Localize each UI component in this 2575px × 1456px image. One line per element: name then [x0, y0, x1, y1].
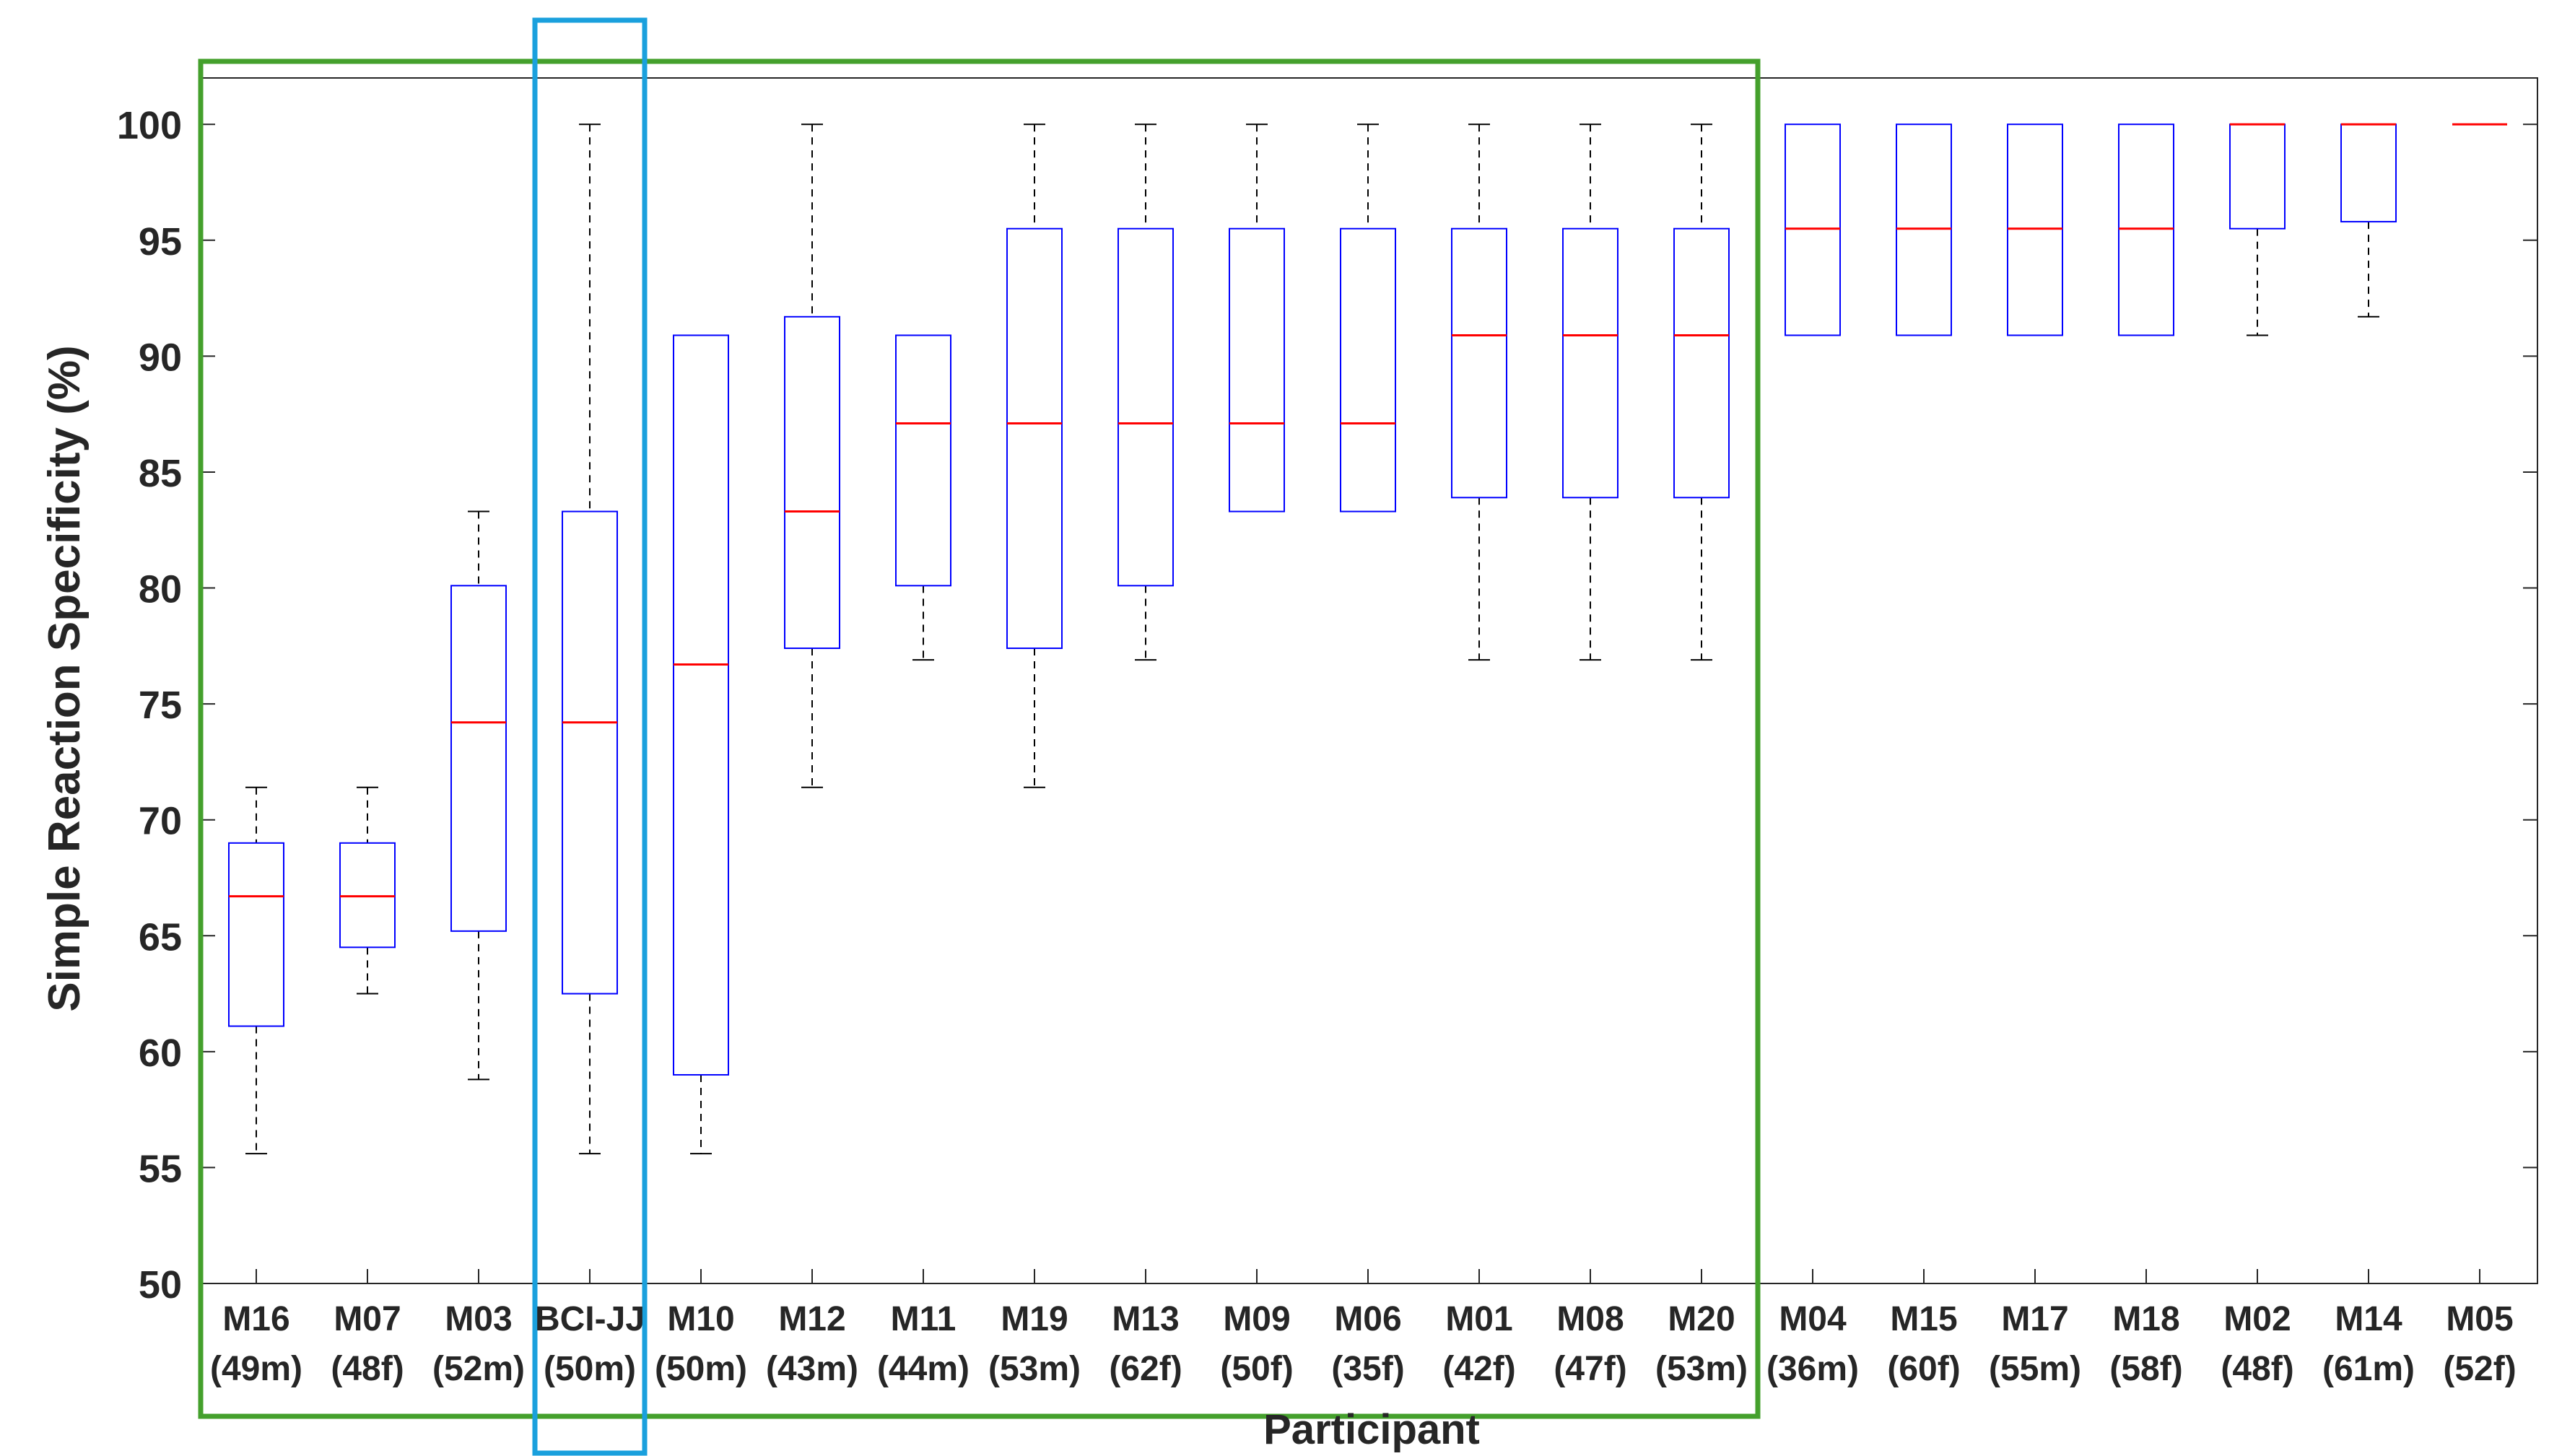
y-tick-label: 80 [139, 568, 182, 611]
x-tick-label-info: (43m) [766, 1350, 858, 1388]
y-tick-label: 100 [117, 104, 182, 147]
x-tick-label-id: M08 [1556, 1300, 1624, 1338]
y-tick-label: 60 [139, 1032, 182, 1075]
x-tick-label-id: M12 [778, 1300, 845, 1338]
box-iqr [2340, 123, 2397, 223]
x-tick-label-info: (42f) [1442, 1350, 1515, 1388]
y-tick-label: 85 [139, 452, 182, 495]
x-tick-label-info: (53m) [988, 1350, 1081, 1388]
box-iqr [2007, 123, 2063, 336]
x-tick-label-id: M03 [445, 1300, 512, 1338]
box-iqr [450, 585, 507, 932]
y-tick-label: 90 [139, 336, 182, 379]
x-tick-label-id: M16 [222, 1300, 289, 1338]
box-iqr [228, 842, 284, 1027]
boxes-layer [228, 123, 2507, 1155]
x-tick-label-info: (47f) [1554, 1350, 1626, 1388]
x-tick-label-info: (44m) [877, 1350, 970, 1388]
x-tick-label-id: M15 [1890, 1300, 1957, 1338]
x-tick-label-info: (52m) [432, 1350, 525, 1388]
x-tick-label-info: (48f) [2221, 1350, 2293, 1388]
y-axis-title: Simple Reaction Specificity (%) [40, 345, 90, 1011]
y-tick-label: 70 [139, 800, 182, 843]
x-tick-label-id: BCI-JJ [535, 1300, 645, 1338]
box-iqr [1006, 227, 1063, 650]
x-tick-label-id: M17 [2001, 1300, 2068, 1338]
x-tick-label-id: M02 [2223, 1300, 2291, 1338]
x-tick-label-id: M07 [334, 1300, 401, 1338]
y-tick-label: 55 [139, 1147, 182, 1190]
x-tick-label-info: (52f) [2443, 1350, 2516, 1388]
box-iqr [784, 315, 840, 650]
x-tick-label-id: M06 [1334, 1300, 1401, 1338]
highlight-rect [532, 17, 648, 1456]
x-tick-label-id: M04 [1779, 1300, 1847, 1338]
x-tick-label-id: M20 [1668, 1300, 1735, 1338]
box-iqr [1340, 227, 1396, 513]
x-tick-label-info: (50m) [655, 1350, 747, 1388]
x-tick-label-info: (55m) [1989, 1350, 2081, 1388]
x-tick-label-id: M13 [1112, 1300, 1179, 1338]
box-iqr [1229, 227, 1285, 513]
x-tick-label-id: M14 [2335, 1300, 2402, 1338]
highlight-layer [198, 17, 1761, 1456]
y-tick-label: 95 [139, 220, 182, 263]
x-tick-label-info: (58f) [2109, 1350, 2182, 1388]
highlight-rect [198, 58, 1761, 1419]
plot-frame [200, 77, 2538, 1284]
x-tick-label-info: (35f) [1331, 1350, 1404, 1388]
x-tick-label-id: M18 [2112, 1300, 2179, 1338]
box-iqr [673, 334, 729, 1076]
x-tick-label-info: (60f) [1887, 1350, 1960, 1388]
x-tick-label-id: M19 [1001, 1300, 1068, 1338]
box-iqr [1451, 227, 1507, 499]
x-tick-label-info: (53m) [1655, 1350, 1748, 1388]
y-tick-label: 50 [139, 1263, 182, 1307]
y-tick-label: 65 [139, 915, 182, 959]
box-iqr [2229, 123, 2286, 230]
x-tick-label-id: M11 [891, 1300, 957, 1338]
x-tick-label-info: (61m) [2322, 1350, 2415, 1388]
x-axis-title: Participant [1263, 1406, 1480, 1453]
box-iqr [1562, 227, 1618, 499]
box-iqr [1785, 123, 1841, 336]
labels-layer: 50 55 60 65 70 75 80 85 90 95 100 M16 (49m) M07 (48f) M… [117, 104, 2517, 1388]
x-tick-label-id: M05 [2446, 1300, 2513, 1338]
box-iqr [895, 334, 951, 587]
x-tick-label-info: (62f) [1109, 1350, 1182, 1388]
x-tick-label-info: (49m) [210, 1350, 302, 1388]
x-tick-label-info: (36m) [1766, 1350, 1859, 1388]
axes-layer [200, 77, 2538, 1284]
x-tick-label-id: M09 [1223, 1300, 1290, 1338]
x-tick-label-info: (50f) [1220, 1350, 1293, 1388]
box-iqr [339, 842, 396, 949]
box-iqr [1896, 123, 1952, 336]
x-tick-label-info: (50m) [544, 1350, 636, 1388]
box-iqr [1117, 227, 1174, 587]
x-tick-label-id: M01 [1445, 1300, 1512, 1338]
x-tick-label-id: M10 [667, 1300, 734, 1338]
x-tick-label-info: (48f) [331, 1350, 404, 1388]
y-tick-label: 75 [139, 684, 182, 727]
box-iqr [562, 510, 618, 995]
box-iqr [1673, 227, 1730, 499]
box-iqr [2118, 123, 2174, 336]
